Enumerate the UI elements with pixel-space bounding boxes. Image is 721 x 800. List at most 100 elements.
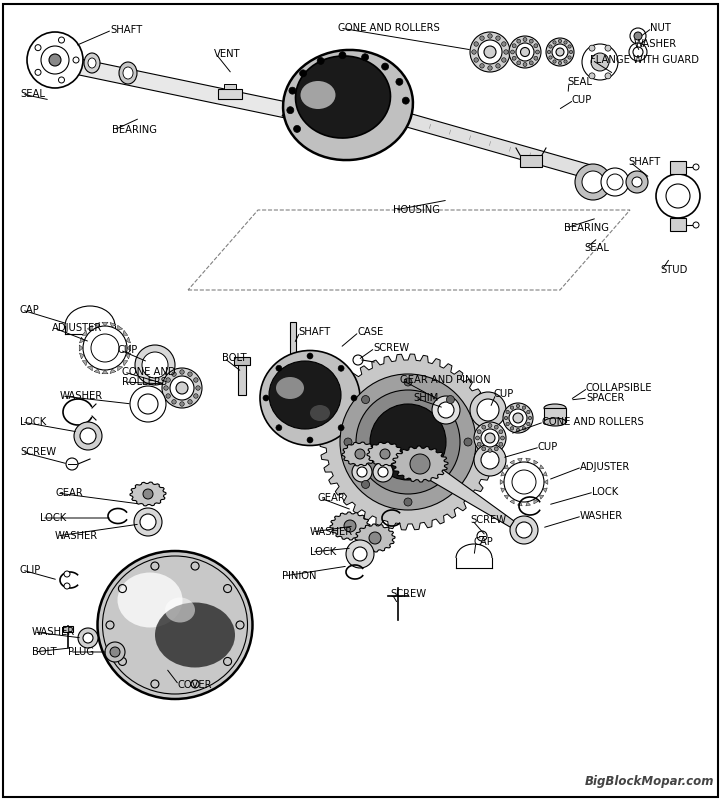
Circle shape: [479, 64, 485, 68]
Text: CONE AND ROLLERS: CONE AND ROLLERS: [542, 417, 644, 427]
Ellipse shape: [97, 551, 252, 699]
Circle shape: [172, 372, 176, 376]
Circle shape: [194, 394, 198, 398]
Polygon shape: [415, 457, 514, 527]
Circle shape: [166, 394, 170, 398]
Polygon shape: [94, 369, 100, 374]
Text: ADJUSTER: ADJUSTER: [52, 323, 102, 333]
Circle shape: [630, 28, 646, 44]
Circle shape: [64, 571, 70, 577]
Polygon shape: [123, 330, 128, 335]
Circle shape: [499, 442, 503, 446]
Circle shape: [488, 66, 492, 70]
Text: CAP: CAP: [474, 537, 494, 547]
Circle shape: [142, 352, 168, 378]
Circle shape: [91, 334, 119, 362]
Circle shape: [510, 406, 513, 410]
Text: SHIM: SHIM: [413, 393, 438, 403]
Polygon shape: [539, 495, 544, 499]
Circle shape: [693, 222, 699, 228]
Circle shape: [353, 355, 363, 365]
Circle shape: [626, 171, 648, 193]
Circle shape: [509, 409, 527, 427]
Bar: [63, 626, 73, 632]
Circle shape: [552, 44, 568, 60]
Circle shape: [361, 395, 370, 403]
Circle shape: [476, 436, 479, 440]
Circle shape: [402, 97, 410, 104]
Ellipse shape: [283, 50, 413, 160]
Ellipse shape: [118, 573, 182, 627]
Circle shape: [496, 36, 500, 40]
Text: CUP: CUP: [538, 442, 558, 452]
Circle shape: [516, 428, 520, 432]
Polygon shape: [282, 102, 316, 120]
Polygon shape: [87, 366, 92, 370]
Circle shape: [477, 531, 487, 541]
Circle shape: [176, 382, 188, 394]
Circle shape: [446, 395, 454, 403]
Circle shape: [380, 449, 390, 459]
Circle shape: [355, 449, 365, 459]
Polygon shape: [79, 59, 311, 123]
Circle shape: [404, 498, 412, 506]
Circle shape: [601, 168, 629, 196]
Circle shape: [528, 416, 531, 420]
Circle shape: [138, 394, 158, 414]
Text: CUP: CUP: [494, 389, 514, 399]
Circle shape: [582, 171, 604, 193]
Circle shape: [276, 366, 282, 371]
Polygon shape: [102, 370, 108, 374]
Text: STUD: STUD: [660, 265, 687, 275]
Polygon shape: [543, 471, 547, 476]
Circle shape: [527, 422, 530, 426]
Polygon shape: [79, 345, 83, 351]
Circle shape: [74, 422, 102, 450]
Text: BigBlockMopar.com: BigBlockMopar.com: [585, 775, 714, 788]
Text: SEAL: SEAL: [20, 89, 45, 99]
Bar: [544, 408, 566, 422]
Text: SHAFT: SHAFT: [298, 327, 330, 337]
Circle shape: [353, 547, 367, 561]
Text: PINION: PINION: [282, 571, 317, 581]
Circle shape: [474, 444, 506, 476]
Circle shape: [317, 58, 324, 64]
Circle shape: [300, 70, 306, 77]
Circle shape: [510, 50, 515, 54]
Circle shape: [58, 77, 64, 83]
Bar: [238, 365, 246, 395]
Circle shape: [172, 400, 176, 404]
Circle shape: [474, 58, 479, 62]
Circle shape: [27, 32, 83, 88]
Circle shape: [477, 399, 499, 421]
Text: SCREW: SCREW: [470, 515, 506, 525]
Ellipse shape: [155, 602, 235, 667]
Circle shape: [404, 378, 412, 386]
Polygon shape: [501, 488, 505, 493]
Circle shape: [629, 43, 647, 61]
Circle shape: [564, 60, 567, 63]
Circle shape: [66, 458, 78, 470]
Circle shape: [194, 378, 198, 382]
Text: ROLLERS: ROLLERS: [122, 377, 167, 387]
Circle shape: [495, 426, 498, 429]
Circle shape: [488, 34, 492, 38]
Text: BEARING: BEARING: [112, 125, 157, 135]
Text: LOCK: LOCK: [592, 487, 618, 497]
Circle shape: [477, 430, 481, 434]
Ellipse shape: [84, 53, 100, 73]
Circle shape: [512, 56, 516, 60]
Circle shape: [634, 32, 642, 40]
Circle shape: [510, 516, 538, 544]
Circle shape: [105, 642, 125, 662]
Circle shape: [536, 50, 539, 54]
Text: LOCK: LOCK: [310, 547, 336, 557]
Circle shape: [83, 326, 127, 370]
Circle shape: [263, 395, 269, 401]
Text: WASHER: WASHER: [60, 391, 103, 401]
Text: CAP: CAP: [20, 305, 40, 315]
Circle shape: [307, 437, 313, 443]
Circle shape: [166, 378, 170, 382]
Circle shape: [196, 386, 200, 390]
Circle shape: [369, 532, 381, 544]
